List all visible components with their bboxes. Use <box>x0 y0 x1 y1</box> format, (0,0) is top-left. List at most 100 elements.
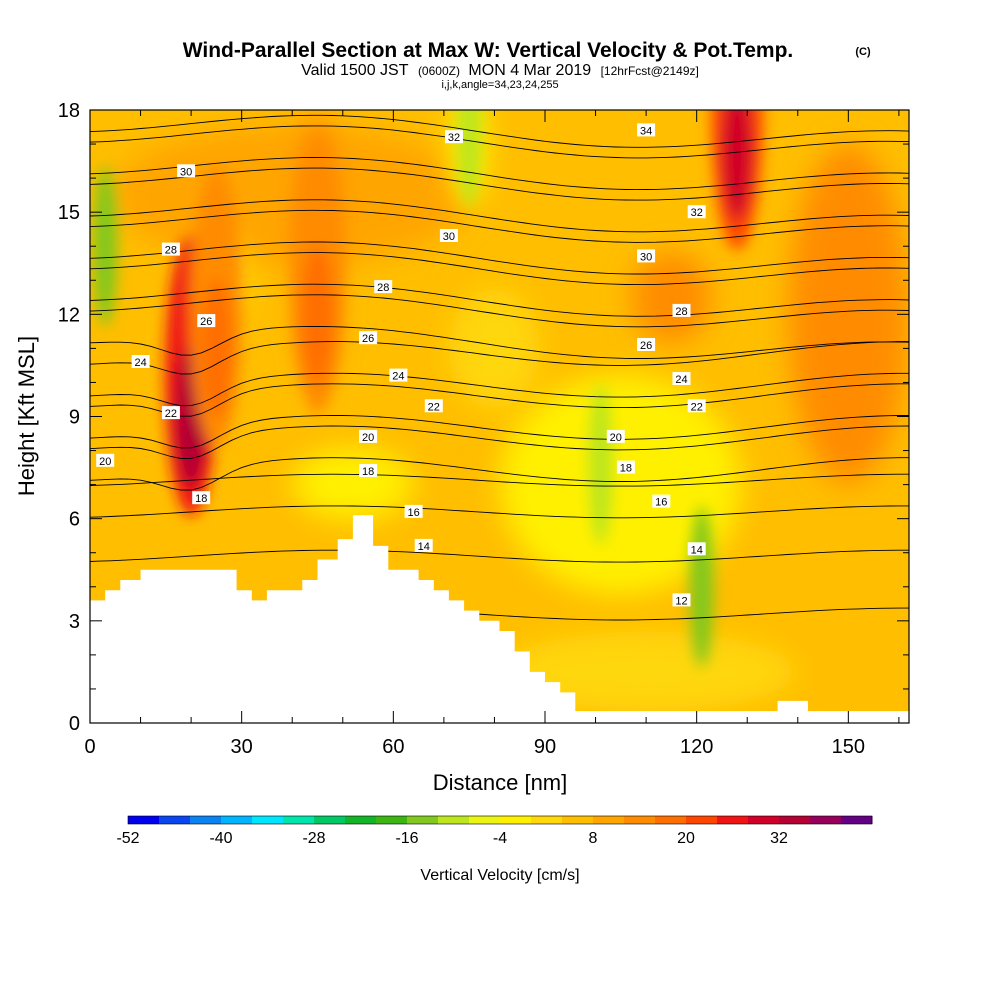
label-background <box>672 593 691 607</box>
isentrope-value: 26 <box>200 316 212 328</box>
label-background <box>616 460 635 474</box>
isentrope-labels: 34 32 32 30 30 30 28 28 28 26 26 26 24 24 24 22 22 22 20 20… <box>96 123 706 607</box>
isentrope-label: 20 <box>606 429 625 444</box>
terrain <box>90 515 909 723</box>
colorbar-tick-label: -40 <box>209 830 232 847</box>
label-background <box>359 464 378 477</box>
isentrope-value: 24 <box>392 371 404 383</box>
label-background <box>404 504 423 518</box>
isentrope-value: 26 <box>362 333 374 345</box>
plot-area: 34 32 32 30 30 30 28 28 28 26 26 26 24 24 24 22 22 22 20 20… <box>90 110 909 723</box>
isentrope-label: 30 <box>637 249 656 263</box>
isentrope-value: 20 <box>362 432 374 444</box>
colorbar-swatch <box>779 816 811 824</box>
colorbar-swatch <box>562 816 594 824</box>
field-core-regions <box>93 110 764 667</box>
chart-subtitle: Valid 1500 JST (0600Z) MON 4 Mar 2019 [1… <box>301 62 699 79</box>
label-background <box>637 249 656 263</box>
x-tick-label: 150 <box>832 736 865 758</box>
updraft-core <box>200 278 233 419</box>
isentrope-value: 16 <box>655 497 667 509</box>
isentrope-label: 30 <box>177 164 196 178</box>
colorbar-swatch <box>500 816 532 824</box>
colorbar-swatch <box>531 816 563 824</box>
copyright-mark: (C) <box>855 46 871 58</box>
colorbar-swatch <box>593 816 625 824</box>
x-axis-label: Distance [nm] <box>433 770 568 795</box>
isentrope-line <box>90 549 909 563</box>
isentrope-line <box>90 114 909 148</box>
isentrope-label: 26 <box>637 338 656 352</box>
isentrope-value: 18 <box>620 463 632 475</box>
isentrope-line <box>90 372 909 407</box>
label-background <box>414 538 433 552</box>
colorbar-tick-label: -52 <box>116 830 139 847</box>
valid-utc: (0600Z) <box>418 64 460 78</box>
updraft-core <box>721 110 754 221</box>
colorbar-tick-label: 8 <box>589 830 598 847</box>
isentrope-value: 12 <box>675 595 687 607</box>
label-background <box>177 164 196 178</box>
colorbar-swatch <box>159 816 191 824</box>
weak-motion-region <box>500 374 741 595</box>
label-background <box>637 338 656 351</box>
isentrope-value: 22 <box>428 401 440 413</box>
label-background <box>439 229 458 242</box>
colorbar-swatch <box>190 816 222 824</box>
downdraft-core <box>93 166 118 327</box>
x-tick-label: 90 <box>534 736 556 758</box>
isentrope-value: 30 <box>640 251 652 263</box>
forecast-info: [12hrFcst@2149z] <box>601 64 699 78</box>
isentrope-line <box>90 157 909 191</box>
downdraft-core <box>588 384 613 545</box>
isentrope-line <box>90 326 909 359</box>
colorbar-tick-label: -28 <box>302 830 325 847</box>
isentrope-label: 24 <box>389 368 408 383</box>
colorbar-swatch <box>810 816 842 824</box>
valid-date: MON 4 Mar 2019 <box>468 62 591 79</box>
isentrope-label: 24 <box>672 372 691 386</box>
isentrope-label: 30 <box>439 229 458 243</box>
colorbar-swatch <box>376 816 408 824</box>
x-tick-label: 120 <box>680 736 713 758</box>
isentrope-value: 18 <box>362 466 374 478</box>
colorbar-swatch <box>407 816 439 824</box>
isentrope-line <box>90 473 909 487</box>
isentrope-label: 20 <box>96 453 115 468</box>
updraft-region <box>788 144 909 485</box>
isentrope-label: 18 <box>359 464 378 478</box>
downdraft-core <box>457 110 482 208</box>
y-tick-label: 6 <box>69 509 80 531</box>
label-background <box>389 368 408 382</box>
colorbar-swatch <box>469 816 501 824</box>
isentrope-label: 12 <box>672 593 691 607</box>
isentrope-value: 20 <box>610 432 622 444</box>
isentrope-label: 26 <box>359 331 378 345</box>
label-background <box>672 372 691 385</box>
isentrope-label: 34 <box>637 123 656 137</box>
label-background <box>197 314 216 328</box>
label-background <box>672 303 691 317</box>
colorbar-swatch <box>438 816 470 824</box>
isentrope-line <box>90 383 909 417</box>
isentrope-label: 28 <box>672 303 691 318</box>
valid-time: Valid 1500 JST <box>301 62 409 79</box>
isentrope-line <box>90 457 909 491</box>
isentrope-line <box>90 209 909 243</box>
isentrope-label: 28 <box>161 242 180 257</box>
colorbar-swatch <box>345 816 377 824</box>
x-tick-label: 30 <box>231 736 253 758</box>
isentrope-value: 16 <box>407 507 419 519</box>
label-background <box>424 399 443 413</box>
isentrope-value: 32 <box>448 132 460 144</box>
colorbar-tick-label: -16 <box>395 830 418 847</box>
isentrope-label: 22 <box>424 399 443 413</box>
section-indices: i,j,k,angle=34,23,24,255 <box>441 79 558 91</box>
colorbar-swatch <box>655 816 687 824</box>
isentrope-value: 28 <box>165 245 177 257</box>
weak-motion-region <box>496 631 797 712</box>
x-tick-label: 60 <box>382 736 404 758</box>
colorbar-swatch <box>748 816 780 824</box>
label-background <box>192 491 211 505</box>
